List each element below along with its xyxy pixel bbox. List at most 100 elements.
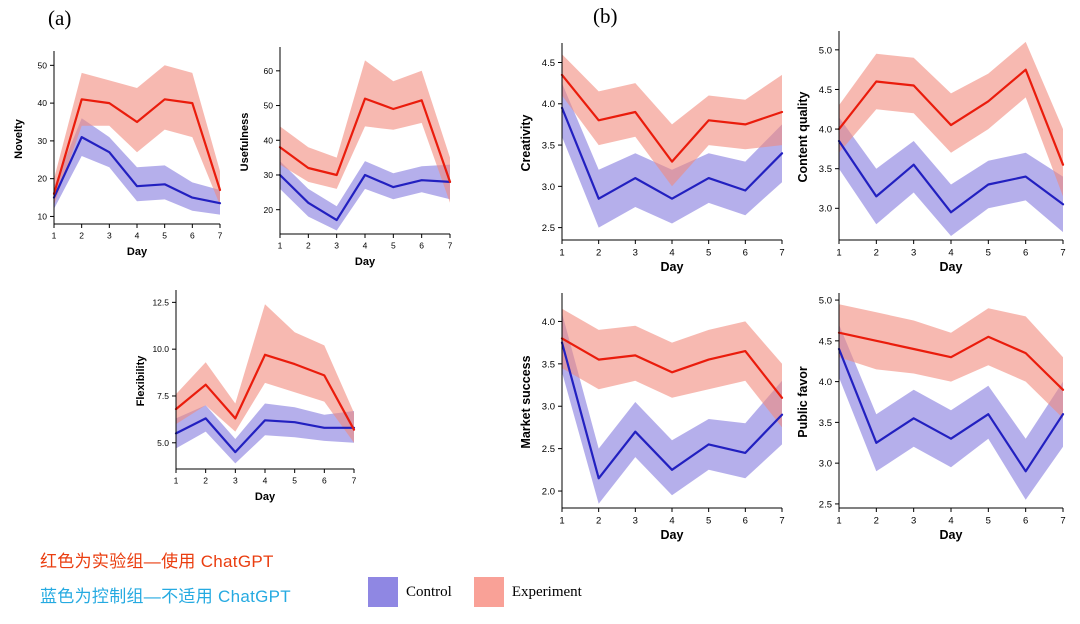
svg-text:20: 20 [38,174,48,184]
svg-text:Day: Day [940,260,963,274]
svg-text:5: 5 [706,248,711,259]
svg-text:4: 4 [263,476,268,486]
svg-text:3.0: 3.0 [819,204,832,215]
svg-text:50: 50 [38,60,48,70]
svg-text:5: 5 [292,476,297,486]
svg-text:7: 7 [218,231,223,241]
svg-text:Day: Day [661,528,684,542]
svg-text:7: 7 [779,516,784,527]
svg-text:4.5: 4.5 [819,85,832,96]
svg-text:2.0: 2.0 [542,486,555,497]
svg-text:7: 7 [1060,516,1065,527]
chart-content-quality: 1 2 3 4 5 6 7 3.0 3.5 4.0 4.5 5.0 Day Content quality [795,24,1073,276]
svg-text:3.0: 3.0 [819,459,832,470]
svg-text:2: 2 [306,241,311,251]
svg-text:Content quality: Content quality [796,91,810,182]
svg-text:1: 1 [559,516,564,527]
svg-text:3: 3 [233,476,238,486]
svg-text:6: 6 [190,231,195,241]
svg-text:10.0: 10.0 [152,344,169,354]
svg-text:60: 60 [264,66,274,76]
svg-text:4.0: 4.0 [542,99,555,110]
svg-text:3: 3 [107,231,112,241]
svg-text:3.5: 3.5 [819,418,832,429]
svg-text:4: 4 [135,231,140,241]
svg-text:Market success: Market success [519,355,533,448]
svg-text:Day: Day [661,260,684,274]
annotation-blue-group: 蓝色为控制组—不适用 ChatGPT [40,587,291,606]
svg-text:Day: Day [255,491,276,503]
svg-text:3.5: 3.5 [542,140,555,151]
svg-text:3: 3 [911,516,916,527]
panel-b-label: (b) [593,4,618,28]
svg-text:40: 40 [38,98,48,108]
svg-text:4.0: 4.0 [819,124,832,135]
svg-text:3.5: 3.5 [819,164,832,175]
chart-legend: Control Experiment [368,577,582,607]
svg-text:4: 4 [948,516,953,527]
svg-text:Novelty: Novelty [13,118,25,159]
svg-text:Flexibility: Flexibility [135,355,147,407]
svg-text:2.5: 2.5 [542,444,555,455]
svg-text:4: 4 [363,241,368,251]
svg-text:1: 1 [52,231,57,241]
svg-text:3: 3 [633,248,638,259]
svg-text:3: 3 [911,248,916,259]
svg-text:10: 10 [38,212,48,222]
svg-text:Usefulness: Usefulness [239,113,251,172]
svg-text:1: 1 [559,248,564,259]
svg-text:6: 6 [322,476,327,486]
experiment-swatch [473,577,504,607]
svg-text:30: 30 [264,170,274,180]
svg-text:4.5: 4.5 [542,58,555,69]
svg-text:5: 5 [162,231,167,241]
svg-text:5.0: 5.0 [819,45,832,56]
chart-market-success: 1 2 3 4 5 6 7 2.0 2.5 3.0 3.5 4.0 Day Market success [518,286,792,544]
svg-text:5.0: 5.0 [819,295,832,306]
svg-text:2: 2 [596,248,601,259]
svg-text:2: 2 [596,516,601,527]
svg-text:5.0: 5.0 [157,438,169,448]
svg-text:2: 2 [203,476,208,486]
svg-text:4.0: 4.0 [542,317,555,328]
svg-text:5: 5 [706,516,711,527]
annotation-red-group: 红色为实验组—使用 ChatGPT [40,552,274,571]
svg-text:Day: Day [127,246,148,258]
svg-text:7: 7 [1060,248,1065,259]
svg-text:6: 6 [1023,516,1028,527]
svg-text:3.0: 3.0 [542,402,555,413]
svg-text:12.5: 12.5 [152,297,169,307]
svg-text:2.5: 2.5 [819,499,832,510]
svg-text:4.5: 4.5 [819,336,832,347]
svg-text:2.5: 2.5 [542,223,555,234]
control-legend-label: Control [406,583,452,600]
svg-text:4: 4 [948,248,953,259]
svg-text:2: 2 [874,516,879,527]
svg-text:4.0: 4.0 [819,377,832,388]
svg-text:1: 1 [836,516,841,527]
svg-text:1: 1 [278,241,283,251]
chart-creativity: 1 2 3 4 5 6 7 2.5 3.0 3.5 4.0 4.5 Day Creativity [518,36,792,276]
chart-novelty: 1 2 3 4 5 6 7 10 20 30 40 50 Day Novelty [10,44,230,260]
svg-text:6: 6 [1023,248,1028,259]
svg-text:7.5: 7.5 [157,391,169,401]
svg-text:6: 6 [743,516,748,527]
svg-text:1: 1 [174,476,179,486]
svg-text:5: 5 [986,248,991,259]
svg-text:Day: Day [940,528,963,542]
svg-text:50: 50 [264,101,274,111]
chart-usefulness: 1 2 3 4 5 6 7 20 30 40 50 60 Day Usefulness [236,40,460,270]
svg-text:30: 30 [38,136,48,146]
svg-text:7: 7 [779,248,784,259]
svg-text:7: 7 [352,476,357,486]
svg-text:40: 40 [264,135,274,145]
svg-text:6: 6 [743,248,748,259]
panel-a-label: (a) [48,6,72,30]
chart-public-favor: 1 2 3 4 5 6 7 2.5 3.0 3.5 4.0 4.5 5.0 Day Public favor [795,286,1073,544]
svg-text:4: 4 [669,516,674,527]
svg-text:Creativity: Creativity [519,114,533,171]
svg-text:4: 4 [669,248,674,259]
svg-text:3: 3 [633,516,638,527]
experiment-legend-label: Experiment [511,583,582,600]
